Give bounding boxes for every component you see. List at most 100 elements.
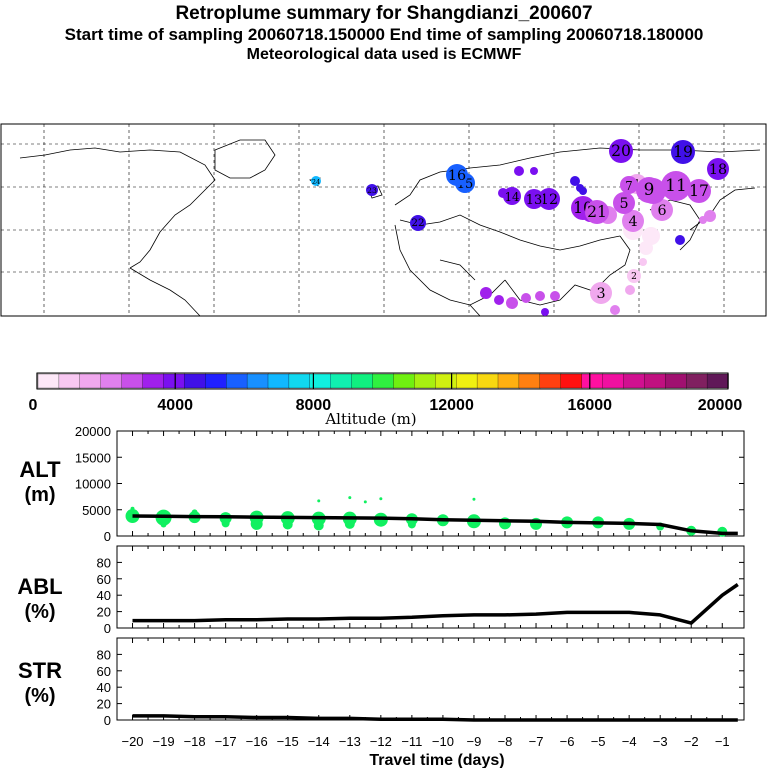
plume-centroid-marker [627,269,641,283]
altitude-scatter-point [250,517,263,530]
plume-centroid-marker [651,199,673,221]
colorbar-tick-label: 4000 [157,397,193,414]
x-tick-label: −9 [467,734,482,749]
plume-cloud-dot [521,293,531,303]
plume-cloud-dot [642,227,660,245]
y-tick-label: 20 [97,697,111,712]
panel-ylabel: ABL [17,574,62,599]
plume-cloud-dot [699,216,707,224]
panel-ylabel-unit: (m) [24,484,55,506]
altitude-scatter-point [348,496,352,500]
x-tick-label: −2 [684,734,699,749]
altitude-scatter-point [313,520,324,531]
colorbar-tick-label: 0 [29,397,38,414]
plume-centroid-marker [609,139,633,163]
plume-day-label: 23 [367,186,377,195]
x-tick-label: −7 [529,734,544,749]
panel-frame [116,637,745,721]
y-tick-label: 80 [97,647,111,662]
plume-day-label: 21 [587,203,607,221]
altitude-scatter-point [160,521,167,528]
plume-day-label: 3 [596,286,605,302]
altitude-scatter-point [379,497,383,501]
plume-cloud-dot [514,166,524,176]
colorbar-tick-label: 12000 [429,397,474,414]
plume-cloud-dot [639,241,653,255]
plume-day-label: 12 [540,192,558,208]
sampling-times: Start time of sampling 20060718.150000 E… [64,25,704,44]
altitude-scatter-point [130,506,135,511]
plume-cloud-dot [535,291,545,301]
x-tick-label: −17 [215,734,237,749]
y-tick-label: 20000 [75,424,111,439]
x-tick-label: −18 [184,734,206,749]
plume-centroid-marker [503,187,521,205]
plume-centroid-marker [585,200,609,224]
plume-cloud-dot [530,167,538,175]
panel-ylabel: STR [18,658,62,683]
plume-day-label: 4 [628,214,637,230]
plume-day-label: 2 [631,272,637,282]
altitude-scatter-point [472,497,476,501]
plume-centroid-marker [613,192,635,214]
x-tick-label: −19 [153,734,175,749]
x-tick-label: −12 [370,734,392,749]
plume-centroid-marker [707,158,729,180]
plume-cloud-dot [579,187,587,195]
altitude-scatter-point [191,509,198,516]
x-tick-label: −20 [121,734,143,749]
plume-cloud-dot [610,305,620,315]
plume-day-label: 18 [709,162,727,178]
y-tick-label: 80 [97,555,111,570]
x-tick-label: −13 [339,734,361,749]
plume-centroid-marker [446,164,468,186]
panel-ylabel-unit: (%) [24,601,55,623]
y-tick-label: 10000 [75,477,111,492]
y-tick-label: 20 [97,605,111,620]
plume-day-label: 22 [411,217,424,229]
y-tick-label: 60 [97,572,111,587]
colorbar-tick-label: 16000 [568,397,613,414]
panel-frame [116,545,745,629]
y-tick-label: 60 [97,664,111,679]
x-tick-label: −14 [308,734,330,749]
colorbar-tick-label: 20000 [698,397,743,414]
plume-centroid-marker [671,140,695,164]
colorbar-axis-label: Altitude (m) [324,410,416,428]
y-tick-label: 15000 [75,450,111,465]
altitude-scatter-point [363,500,367,504]
altitude-scatter-point [317,499,321,503]
plume-day-label: 7 [625,179,632,193]
x-tick-label: −10 [432,734,454,749]
plume-centroid-marker [524,189,544,209]
plume-centroid-marker [622,210,644,232]
plume-cloud-dot [675,235,685,245]
plume-cloud-dot [639,258,647,266]
plume-centroid-marker [538,188,560,210]
plume-day-label: 17 [689,182,709,200]
y-tick-label: 0 [104,529,111,544]
series-line-abl [132,583,739,625]
y-tick-label: 0 [104,713,111,728]
plume-cloud-dot [480,287,492,299]
plume-centroid-marker [687,179,711,203]
x-tick-label: −1 [715,734,730,749]
plume-cloud-dot [704,210,716,222]
altitude-scatter-point [407,520,416,529]
plume-cloud-dot [506,297,518,309]
x-tick-label: −5 [591,734,606,749]
altitude-scatter-point [221,519,230,528]
y-tick-label: 0 [104,621,111,636]
plume-centroid-marker [661,171,691,201]
plume-centroid-marker [366,184,378,196]
y-tick-label: 40 [97,680,111,695]
series-line-str [132,714,738,722]
plume-day-label: 5 [619,196,628,212]
plume-cloud-dot [494,295,504,305]
plume-centroid-marker [410,215,426,231]
